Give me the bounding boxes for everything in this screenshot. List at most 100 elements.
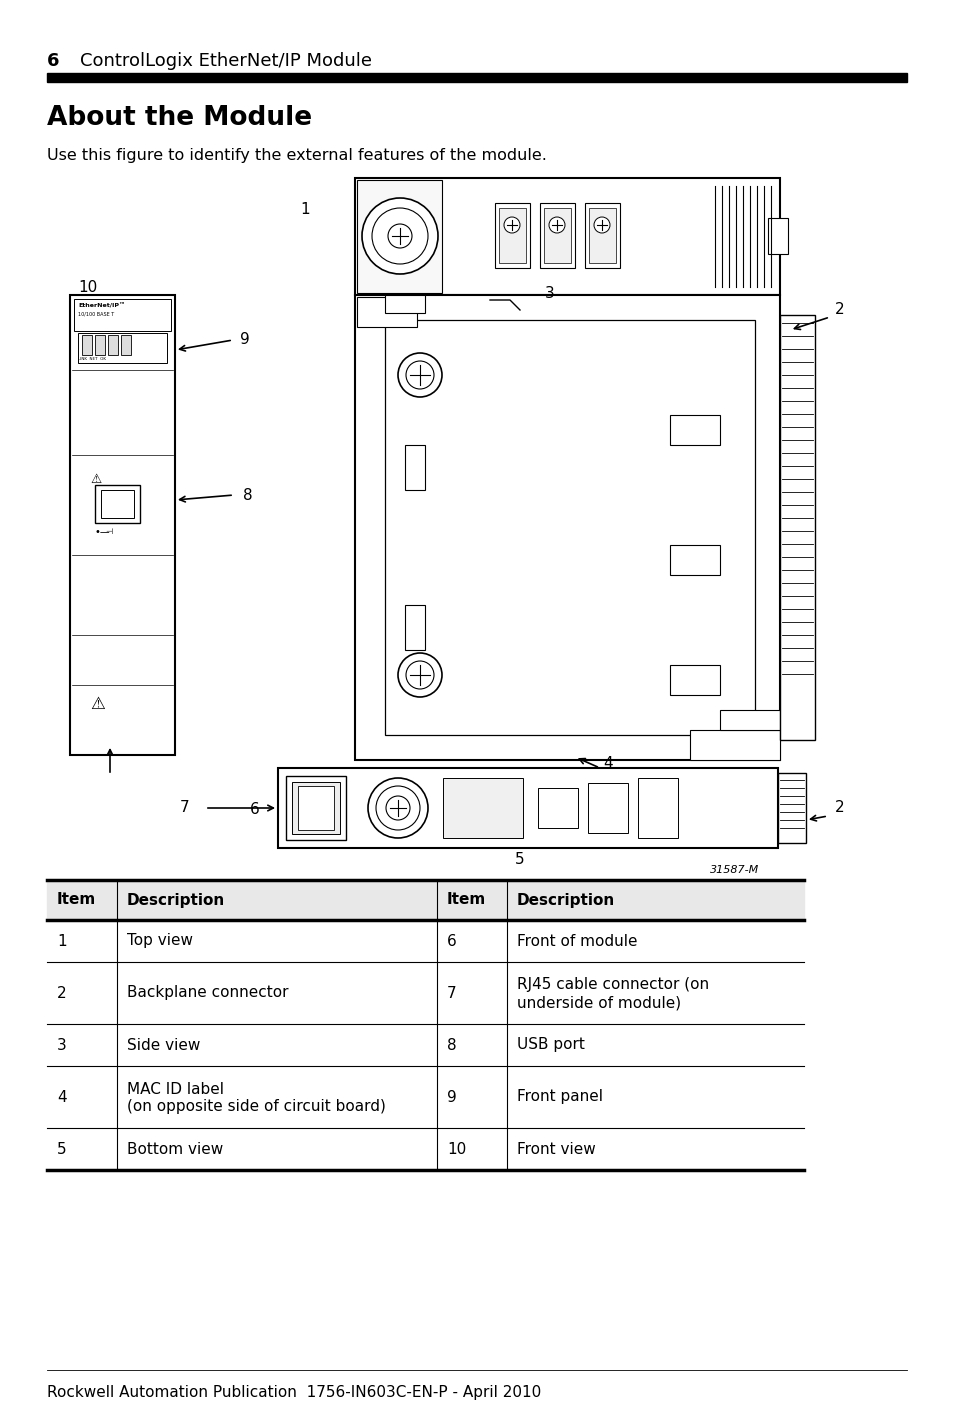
Bar <box>355 295 780 761</box>
Text: Use this figure to identify the external features of the module.: Use this figure to identify the external… <box>47 148 546 163</box>
Circle shape <box>594 217 609 233</box>
Text: ⊣: ⊣ <box>105 527 112 536</box>
Text: 2: 2 <box>834 800 844 815</box>
Circle shape <box>375 786 419 830</box>
Bar <box>355 179 780 295</box>
Text: Front of module: Front of module <box>517 934 637 949</box>
Text: RJ45 cable connector (on: RJ45 cable connector (on <box>517 977 708 993</box>
Text: 7: 7 <box>447 986 456 1001</box>
Bar <box>74 299 171 330</box>
Text: MAC ID label: MAC ID label <box>127 1081 224 1097</box>
Bar <box>537 787 578 828</box>
Bar <box>405 605 424 650</box>
Text: Front view: Front view <box>517 1142 595 1157</box>
Text: EtherNet/IP™: EtherNet/IP™ <box>78 304 125 308</box>
Text: Top view: Top view <box>127 934 193 949</box>
Bar <box>588 208 616 263</box>
Text: 7: 7 <box>180 800 190 815</box>
Circle shape <box>368 778 428 838</box>
Bar <box>78 333 167 363</box>
Text: •—: •— <box>95 527 111 537</box>
Text: 8: 8 <box>447 1038 456 1053</box>
Text: 6: 6 <box>47 52 59 70</box>
Bar <box>385 321 754 735</box>
Bar <box>669 546 720 575</box>
Text: 10: 10 <box>78 281 97 295</box>
Text: Backplane connector: Backplane connector <box>127 986 288 1001</box>
Text: 1: 1 <box>300 202 310 218</box>
Text: USB port: USB port <box>517 1038 584 1053</box>
Text: 2: 2 <box>834 302 844 318</box>
Circle shape <box>372 208 428 264</box>
Bar <box>669 665 720 695</box>
Circle shape <box>548 217 564 233</box>
Bar <box>356 297 416 328</box>
Bar <box>587 783 627 832</box>
Bar <box>539 202 575 269</box>
Text: ControlLogix EtherNet/IP Module: ControlLogix EtherNet/IP Module <box>80 52 372 70</box>
Circle shape <box>503 217 519 233</box>
Text: 6: 6 <box>447 934 456 949</box>
Text: LINK  NET  OK: LINK NET OK <box>78 357 106 361</box>
Text: 9: 9 <box>447 1090 456 1105</box>
Text: Item: Item <box>447 893 486 907</box>
Bar <box>82 335 91 354</box>
Circle shape <box>388 224 412 247</box>
Text: Rockwell Automation Publication  1756-IN603C-EN-P - April 2010: Rockwell Automation Publication 1756-IN6… <box>47 1385 540 1400</box>
Bar <box>780 315 814 740</box>
Bar <box>292 782 339 834</box>
Text: 10: 10 <box>447 1142 466 1157</box>
Bar <box>101 491 133 517</box>
Text: (on opposite side of circuit board): (on opposite side of circuit board) <box>127 1099 385 1115</box>
Bar <box>543 208 571 263</box>
Text: 10/100 BASE T: 10/100 BASE T <box>78 312 114 316</box>
Text: ⚠: ⚠ <box>90 472 101 486</box>
Text: 4: 4 <box>57 1090 67 1105</box>
Text: 8: 8 <box>243 488 253 502</box>
Bar <box>95 485 140 523</box>
Text: 5: 5 <box>515 852 524 868</box>
Bar <box>498 208 525 263</box>
Bar <box>778 773 805 844</box>
Bar <box>689 730 780 761</box>
Text: 3: 3 <box>57 1038 67 1053</box>
Bar <box>47 880 803 920</box>
Text: Item: Item <box>57 893 96 907</box>
Text: 6: 6 <box>250 803 259 817</box>
Text: ⚠: ⚠ <box>90 695 105 713</box>
Text: Front panel: Front panel <box>517 1090 602 1105</box>
Circle shape <box>397 353 441 396</box>
Bar <box>297 786 334 830</box>
Bar <box>767 218 787 254</box>
Circle shape <box>386 796 410 820</box>
Bar <box>277 768 778 848</box>
Circle shape <box>406 661 434 689</box>
Text: About the Module: About the Module <box>47 105 312 131</box>
Text: 1: 1 <box>57 934 67 949</box>
Bar <box>584 202 619 269</box>
Bar <box>108 335 118 354</box>
Circle shape <box>361 198 437 274</box>
Bar <box>442 778 522 838</box>
Circle shape <box>397 652 441 697</box>
Text: Side view: Side view <box>127 1038 200 1053</box>
Text: 3: 3 <box>544 285 555 301</box>
Text: 2: 2 <box>57 986 67 1001</box>
Text: Description: Description <box>127 893 225 907</box>
Bar <box>95 335 105 354</box>
Bar <box>385 295 424 314</box>
Bar <box>495 202 530 269</box>
Bar <box>669 415 720 446</box>
Bar <box>405 446 424 491</box>
Circle shape <box>406 361 434 389</box>
Text: 5: 5 <box>57 1142 67 1157</box>
Bar <box>286 776 346 839</box>
Bar <box>70 295 174 755</box>
Text: underside of module): underside of module) <box>517 995 680 1011</box>
Bar <box>121 335 131 354</box>
Text: Bottom view: Bottom view <box>127 1142 223 1157</box>
Text: 31587-M: 31587-M <box>709 865 759 875</box>
Bar <box>720 710 780 730</box>
Text: 4: 4 <box>602 755 612 770</box>
Text: 9: 9 <box>240 332 250 347</box>
